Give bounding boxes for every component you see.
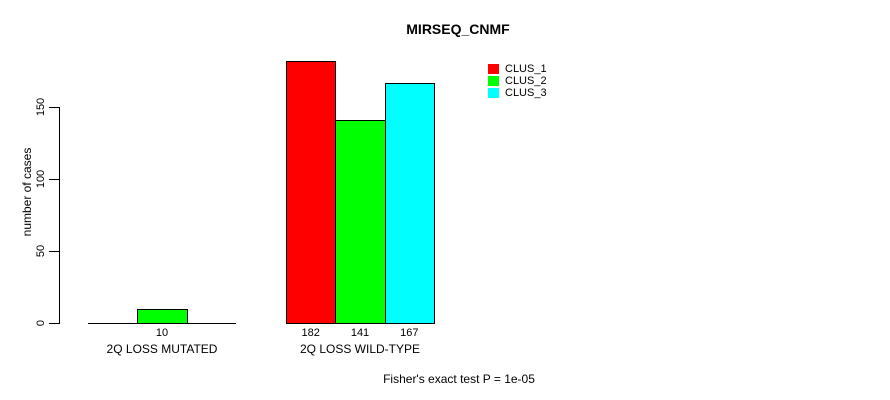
y-axis-tick-label: 50 — [35, 244, 47, 258]
bar-value-label: 141 — [350, 327, 370, 339]
legend-label: CLUS_3 — [505, 87, 547, 99]
legend: CLUS_1 CLUS_2 CLUS_3 — [488, 63, 547, 99]
fisher-test-annotation: Fisher's exact test P = 1e-05 — [383, 372, 535, 386]
legend-label: CLUS_1 — [505, 63, 547, 75]
y-axis-tick-mark — [49, 179, 59, 180]
y-axis-tick-label: 0 — [35, 319, 47, 327]
legend-swatch-clus_3 — [488, 88, 499, 98]
y-axis-tick-mark — [49, 323, 59, 324]
legend-label: CLUS_2 — [505, 75, 547, 87]
y-axis-label: number of cases — [20, 147, 34, 237]
bar-value-label: 182 — [301, 327, 320, 339]
bar-clus_2-group2 — [335, 119, 386, 324]
bar-clus_3-group2 — [384, 82, 435, 324]
y-axis-tick-label: 150 — [35, 97, 47, 117]
legend-item: CLUS_2 — [488, 75, 547, 87]
x-axis-category-label: 2Q LOSS WILD-TYPE — [299, 342, 421, 356]
y-axis-line — [59, 107, 60, 324]
legend-swatch-clus_1 — [488, 64, 499, 74]
y-axis-tick-mark — [49, 251, 59, 252]
bar-clus_2-group1 — [137, 308, 188, 324]
bar-value-label: 167 — [400, 327, 419, 339]
legend-item: CLUS_1 — [488, 63, 547, 75]
y-axis-tick-mark — [49, 107, 59, 108]
x-axis-category-label: 2Q LOSS MUTATED — [106, 342, 218, 356]
chart-title: MIRSEQ_CNMF — [406, 21, 510, 37]
bar-value-label: 10 — [155, 327, 169, 339]
legend-item: CLUS_3 — [488, 87, 547, 99]
bar-clus_1-group2 — [286, 60, 337, 324]
y-axis-tick-label: 100 — [35, 169, 47, 189]
legend-swatch-clus_2 — [488, 76, 499, 86]
